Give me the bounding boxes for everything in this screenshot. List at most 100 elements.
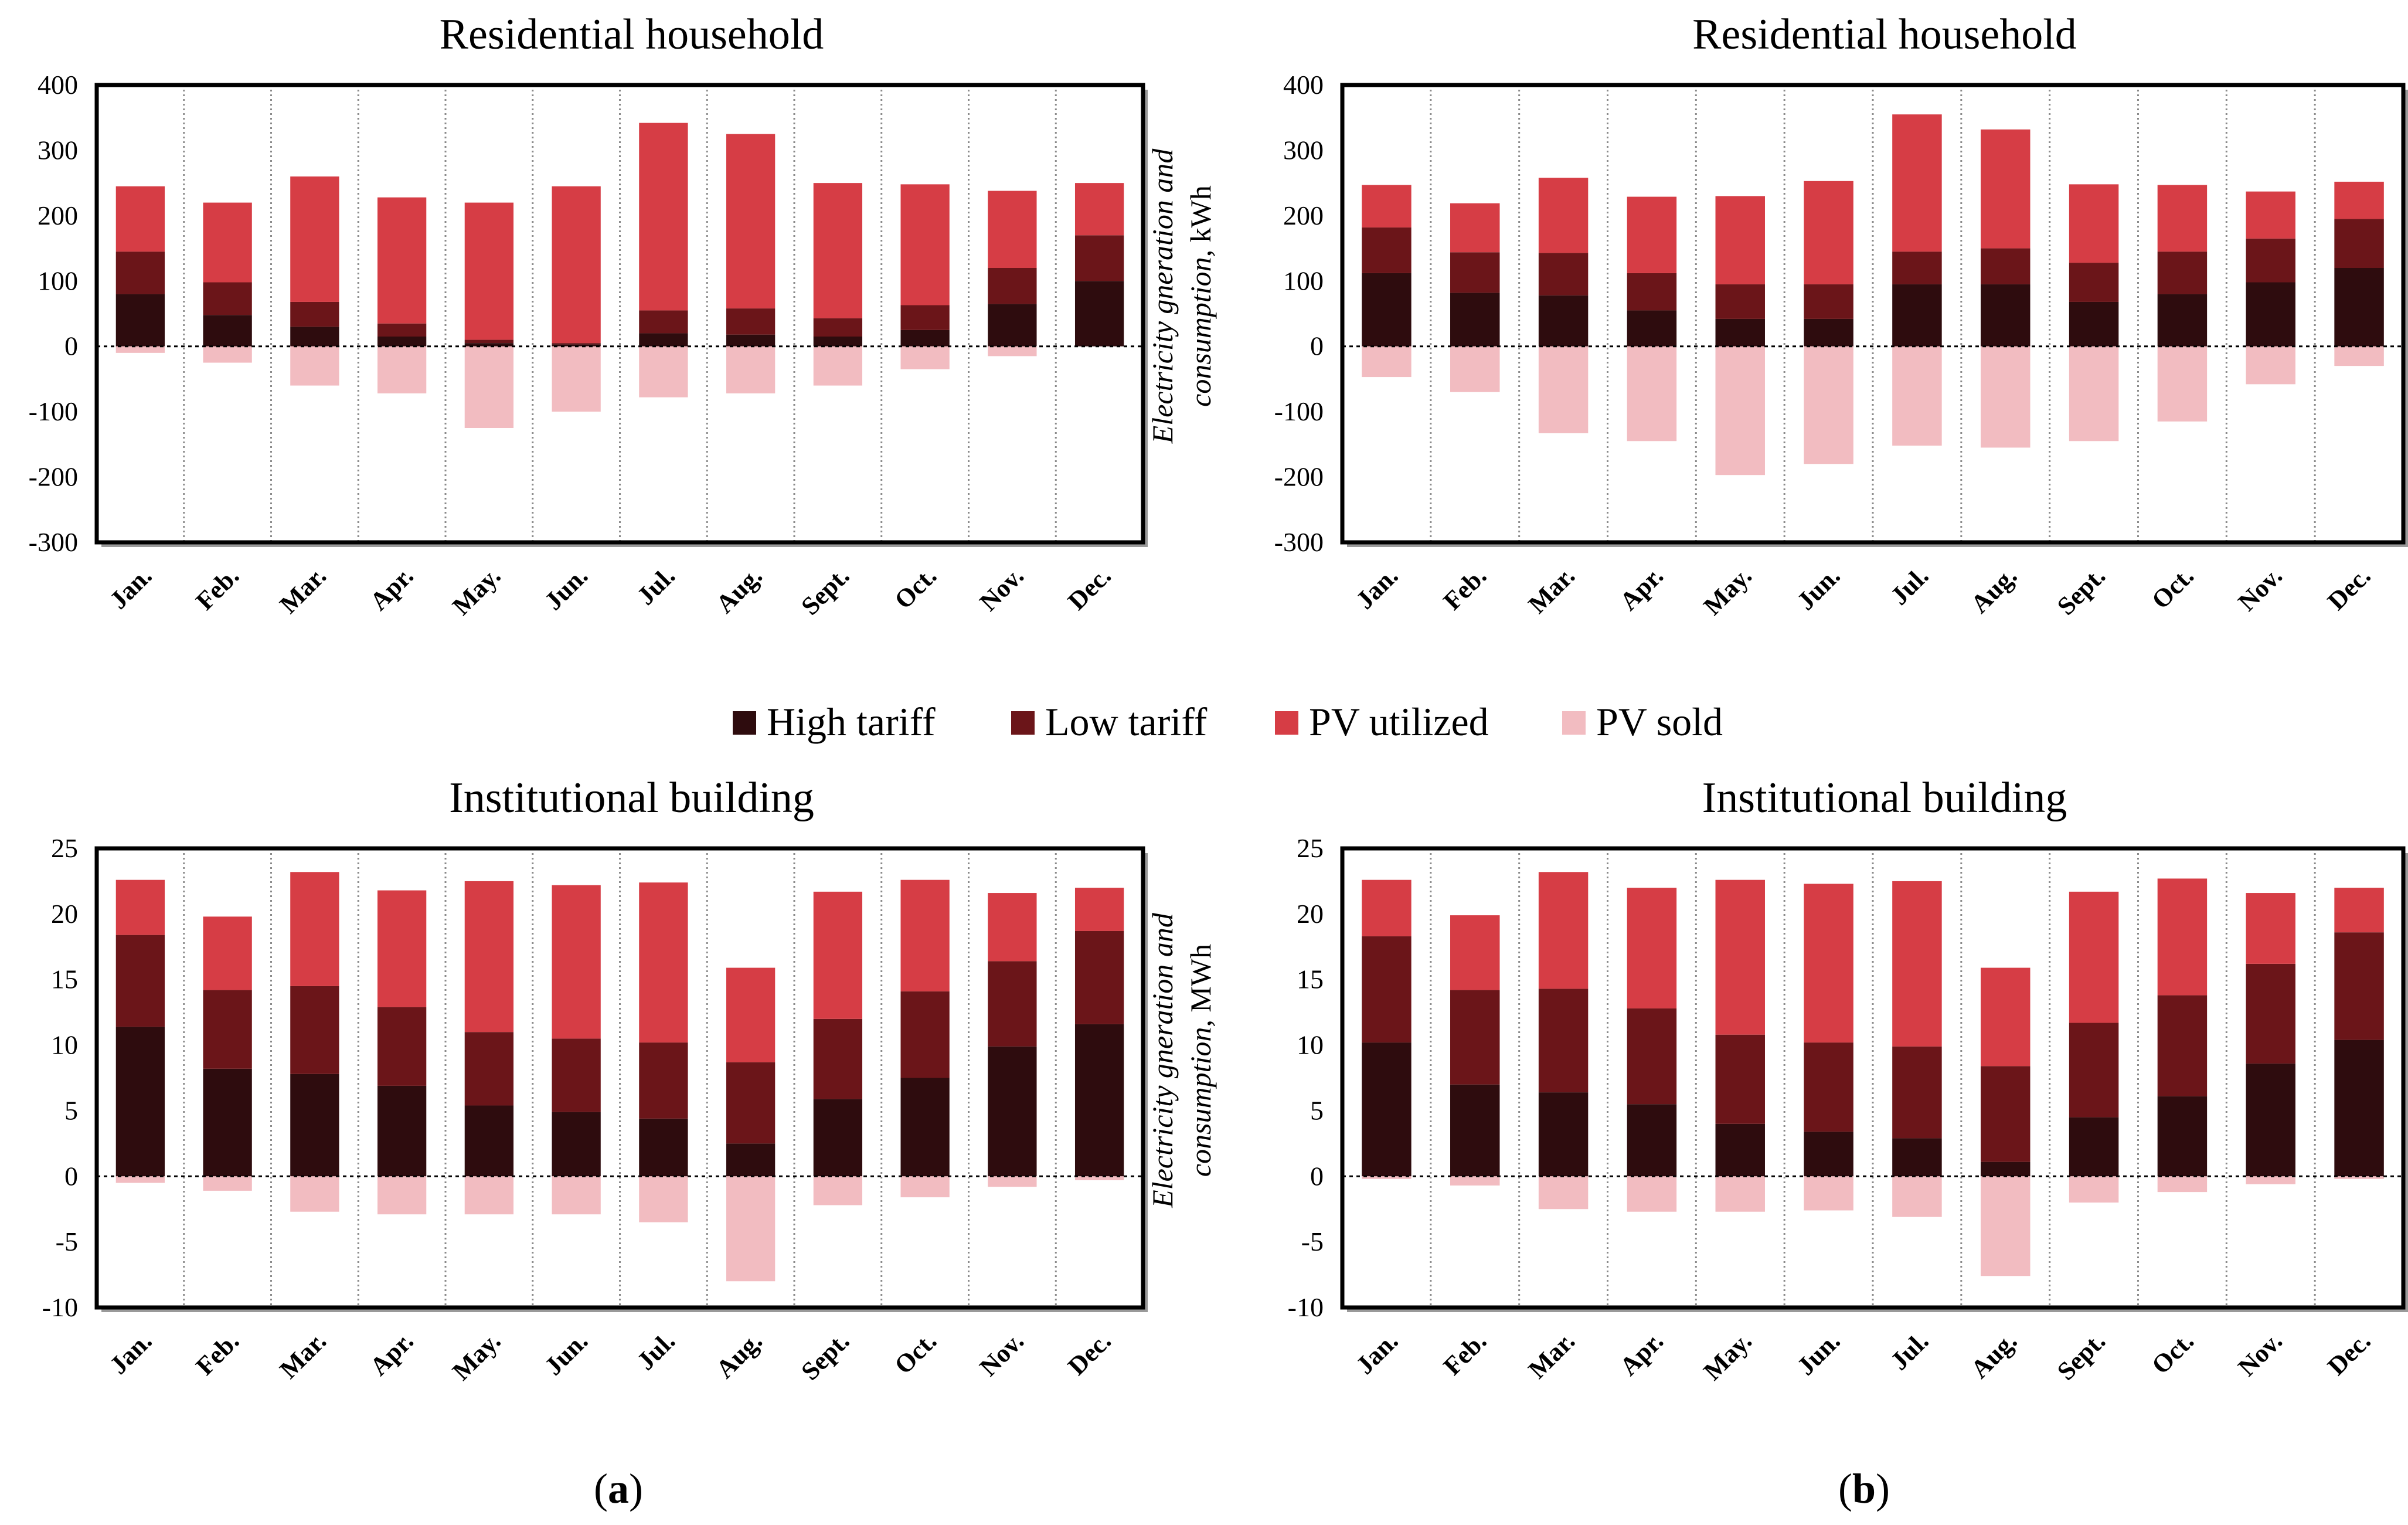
y-tick-label: 0 [64, 1161, 78, 1191]
x-tick-label: Feb. [191, 1326, 245, 1381]
bar-pv-sold-sept [813, 1176, 863, 1205]
bar-high-tariff-jan [115, 1027, 165, 1177]
bar-low-tariff-nov [988, 268, 1037, 304]
bar-pv-utilized-feb [203, 916, 252, 990]
bar-high-tariff-oct [2157, 294, 2208, 347]
bar-high-tariff-dec [2334, 268, 2384, 347]
bar-pv-utilized-sept [813, 891, 863, 1019]
bar-pv-utilized-jan [115, 879, 165, 935]
bar-pv-sold-may [1715, 346, 1765, 475]
x-tick-label: Jul. [631, 1326, 681, 1375]
legend-swatch-pv [1275, 711, 1298, 735]
bar-low-tariff-feb [203, 990, 252, 1069]
bar-pv-sold-sept [2069, 346, 2119, 441]
x-tick-label: Aug. [1965, 561, 2023, 619]
chart-a-res: -300 -200 -100 0 100 200 300 400 Jan. Feb. Mar. Apr… [29, 11, 1148, 621]
bar-high-tariff-apr [377, 1085, 427, 1177]
legend: High tariff Low tariff PV utilized PV sold [733, 699, 1723, 744]
x-tick-label: Oct. [2146, 1326, 2199, 1380]
bar-pv-utilized-jun [552, 885, 601, 1039]
x-tick-label: Apr. [1614, 1326, 1669, 1381]
bar-low-tariff-apr [1627, 273, 1677, 311]
bar-low-tariff-jun [552, 343, 601, 345]
bar-pv-utilized-sept [2069, 891, 2119, 1023]
y-tick-label: -300 [1274, 527, 1324, 557]
bar-low-tariff-dec [2334, 932, 2384, 1040]
bar-high-tariff-mar [1538, 295, 1589, 347]
bar-pv-sold-mar [1538, 1176, 1589, 1210]
bar-pv-utilized-jan [1362, 879, 1412, 936]
x-tick-label: Oct. [2146, 561, 2199, 614]
x-tick-label: Nov. [974, 1326, 1029, 1381]
bar-low-tariff-jun [552, 1038, 601, 1112]
bar-low-tariff-nov [2246, 963, 2295, 1064]
y-axis-label-line2: consumption, MWh [1184, 944, 1217, 1177]
bar-low-tariff-feb [1450, 990, 1500, 1085]
caption-b: (b) [1838, 1465, 1890, 1512]
bar-pv-utilized-may [1715, 196, 1765, 284]
bar-high-tariff-jun [552, 344, 601, 347]
bar-low-tariff-dec [2334, 219, 2384, 268]
y-tick-label: 0 [1310, 1161, 1324, 1191]
x-tick-label: Dec. [2322, 561, 2376, 616]
bar-high-tariff-nov [988, 304, 1037, 347]
bar-pv-sold-feb [1450, 346, 1500, 392]
x-tick-label: Jun. [539, 1326, 594, 1381]
y-tick-label: -5 [1301, 1227, 1324, 1256]
y-axis-label-line1: Electricity gneration and [1146, 912, 1179, 1208]
bar-low-tariff-mar [290, 986, 339, 1074]
x-tick-label: Oct. [889, 1326, 942, 1380]
bar-high-tariff-sept [2069, 1117, 2119, 1177]
caption-b-letter: b [1852, 1465, 1876, 1512]
bar-pv-utilized-may [464, 881, 514, 1032]
bar-pv-utilized-jun [552, 186, 601, 344]
bar-low-tariff-aug [726, 1062, 776, 1144]
y-tick-label: 400 [1283, 70, 1324, 100]
y-tick-label: 25 [51, 833, 78, 863]
bar-low-tariff-sept [813, 318, 863, 337]
y-axis-label-line2: consumption, kWh [1184, 185, 1217, 407]
bar-high-tariff-apr [377, 337, 427, 347]
y-tick-label: -200 [29, 462, 78, 492]
x-tick-label: May. [1698, 561, 1757, 620]
bar-low-tariff-dec [1074, 235, 1124, 281]
y-tick-label: 300 [1283, 135, 1324, 165]
bar-low-tariff-oct [2157, 252, 2208, 294]
bar-high-tariff-may [1715, 318, 1765, 347]
y-tick-label: 10 [1297, 1030, 1324, 1060]
x-tick-label: Sept. [2052, 1326, 2111, 1385]
bar-low-tariff-may [464, 1032, 514, 1106]
y-tick-label: 300 [38, 135, 78, 165]
bar-high-tariff-jul [639, 1118, 688, 1177]
bar-low-tariff-oct [900, 991, 950, 1078]
bar-high-tariff-may [464, 343, 514, 347]
bar-pv-utilized-oct [900, 184, 950, 305]
bar-pv-utilized-jul [1892, 114, 1942, 252]
bar-pv-utilized-jan [115, 186, 165, 252]
bar-pv-sold-oct [900, 1176, 950, 1198]
x-tick-label: Dec. [1062, 561, 1117, 616]
bar-low-tariff-dec [1074, 930, 1124, 1024]
bar-pv-utilized-dec [1074, 888, 1124, 931]
bar-low-tariff-nov [2246, 238, 2295, 283]
x-tick-label: Apr. [365, 1326, 419, 1381]
y-tick-label: 5 [1310, 1095, 1324, 1125]
bar-pv-sold-nov [988, 1176, 1037, 1187]
bar-high-tariff-aug [1981, 1161, 2031, 1177]
bar-pv-sold-feb [203, 1176, 252, 1191]
bar-high-tariff-jun [552, 1112, 601, 1177]
bar-high-tariff-jul [1892, 1138, 1942, 1177]
bar-low-tariff-jun [1804, 1042, 1853, 1132]
bar-low-tariff-feb [1450, 252, 1500, 293]
y-axis-label-line1: Electricity gneration and [1146, 148, 1179, 444]
bar-pv-utilized-dec [2334, 181, 2384, 219]
y-tick-label: 200 [38, 201, 78, 230]
bar-low-tariff-jan [115, 252, 165, 294]
x-tick-label: Aug. [710, 561, 768, 619]
bar-pv-utilized-mar [1538, 872, 1589, 989]
bar-low-tariff-aug [726, 308, 776, 335]
bar-pv-utilized-jun [1804, 884, 1853, 1043]
legend-swatch-high [733, 711, 756, 735]
bar-pv-sold-jan [1362, 346, 1412, 378]
